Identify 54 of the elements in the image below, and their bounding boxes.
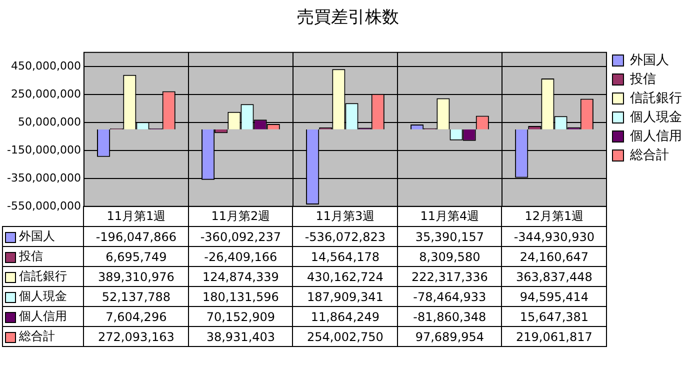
legend-label: 外国人 (2, 226, 84, 247)
data-label: 272,093,163 (84, 326, 188, 347)
data-label: -344,930,930 (502, 226, 606, 247)
data-label: 219,061,817 (502, 326, 606, 347)
x-tick-label: 12月第1週 (502, 206, 606, 227)
legend-label: 投信 (629, 72, 656, 87)
data-label: 363,837,448 (502, 266, 606, 287)
text: 投信 (18, 249, 43, 264)
text: 個人信用 (18, 309, 67, 324)
data-label: 52,137,788 (84, 286, 188, 307)
text: 外国人 (630, 52, 669, 68)
y-tick-label: -550,000,000 (6, 199, 81, 212)
legend-label: 個人現金 (630, 110, 682, 125)
legend-label: 信託銀行 (630, 90, 682, 106)
text: 個人現金 (18, 289, 67, 304)
data-label: 35,390,157 (397, 226, 502, 247)
data-label: 389,310,976 (84, 266, 188, 287)
data-label: 222,317,336 (397, 266, 502, 287)
data-label: 24,160,647 (502, 246, 606, 267)
data-label: 38,931,403 (188, 326, 293, 347)
data-label: 11,864,249 (292, 306, 398, 327)
chart-title: 売買差引株数 (297, 8, 399, 28)
data-label: 15,647,381 (502, 306, 606, 327)
data-label: 180,131,596 (188, 286, 293, 307)
data-label: 14,564,178 (292, 246, 398, 267)
data-label: 6,695,749 (84, 246, 188, 267)
x-tick-label: 11月第1週 (84, 206, 188, 227)
data-label: 97,689,954 (397, 326, 502, 347)
data-label: -26,409,166 (188, 246, 293, 267)
x-tick-label: 11月第2週 (188, 206, 293, 227)
data-label: 8,309,580 (397, 246, 502, 267)
x-tick-label: 11月第4週 (397, 206, 502, 227)
data-label: 94,595,414 (502, 286, 606, 307)
legend-label: 個人信用 (630, 128, 682, 144)
legend-label: 総合計 (629, 148, 669, 163)
y-tick-label: -350,000,000 (6, 171, 81, 184)
data-label: 7,604,296 (84, 306, 188, 327)
data-label: -81,860,348 (397, 306, 502, 327)
data-label: 70,152,909 (188, 306, 293, 327)
data-label: -360,092,237 (188, 226, 293, 247)
x-tick-label: 11月第3週 (292, 206, 398, 227)
data-label: 124,874,339 (188, 266, 293, 287)
data-label: 187,909,341 (292, 286, 398, 307)
y-tick-label: 50,000,000 (18, 115, 81, 128)
data-label: 254,002,750 (292, 326, 398, 347)
y-tick-label: -150,000,000 (6, 143, 81, 156)
data-label: 430,162,724 (292, 266, 398, 287)
y-tick-label: 250,000,000 (10, 87, 81, 100)
text: 総合計 (18, 329, 55, 344)
data-label: -78,464,933 (397, 286, 502, 307)
text: 信託銀行 (18, 269, 67, 284)
y-tick-label: 450,000,000 (10, 59, 81, 72)
data-label: -536,072,823 (292, 226, 398, 247)
data-label: -196,047,866 (84, 226, 188, 247)
